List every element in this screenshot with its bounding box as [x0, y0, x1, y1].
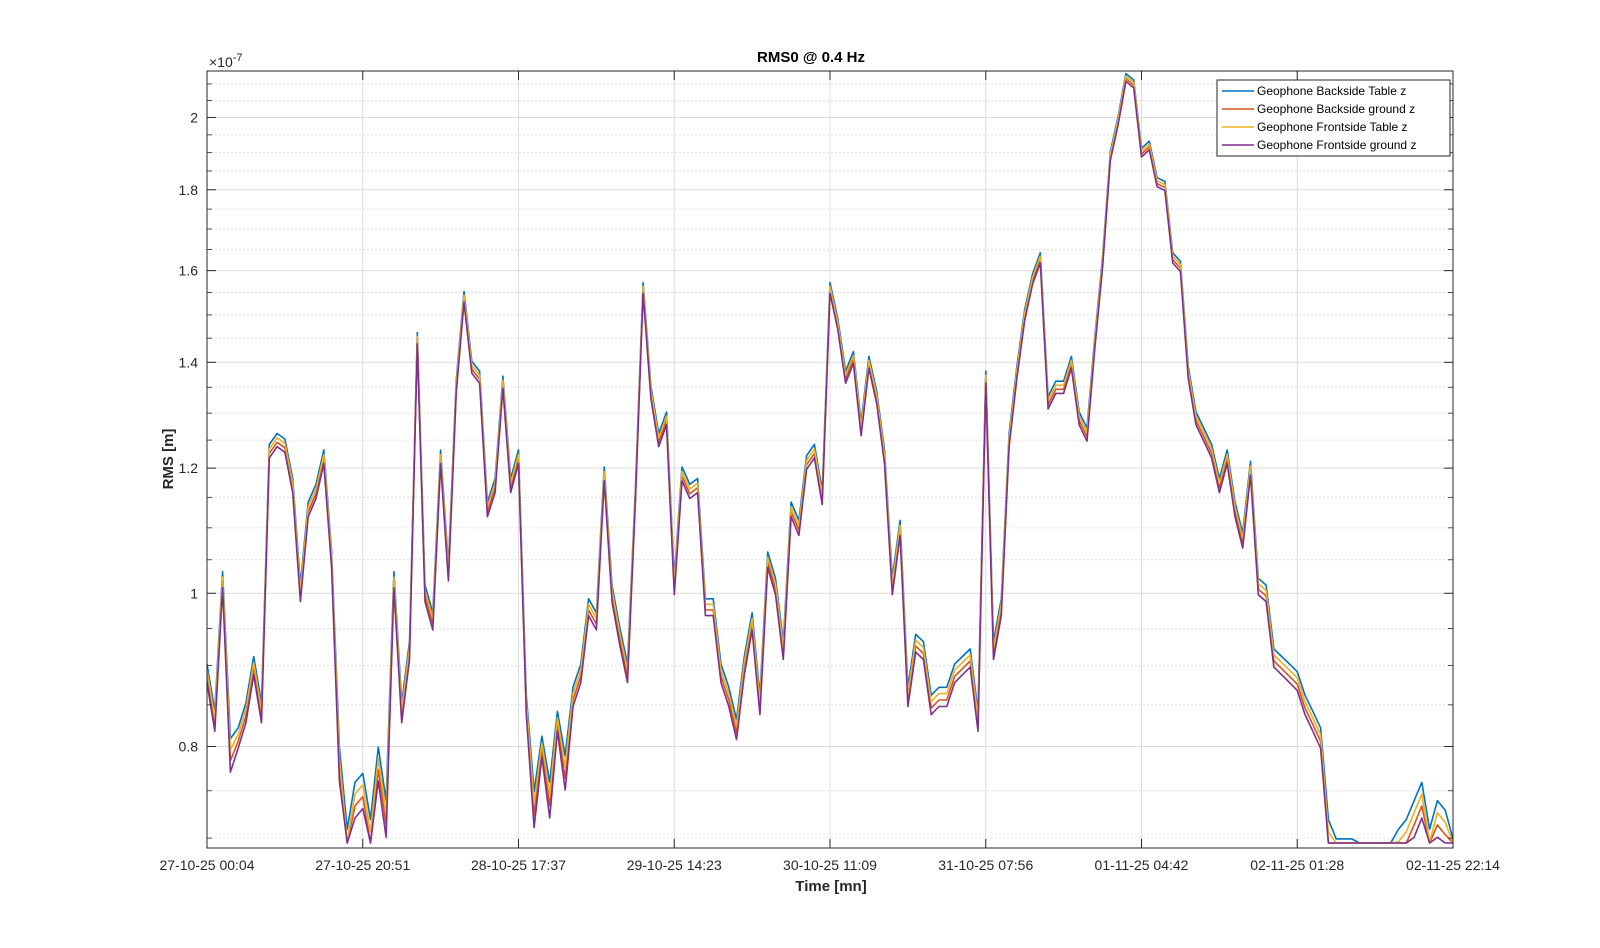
- x-tick-label: 29-10-25 14:23: [627, 857, 722, 873]
- series-line-4: [206, 80, 1453, 844]
- legend: Geophone Backside Table z Geophone Backs…: [1216, 79, 1451, 157]
- chart-title: RMS0 @ 0.4 Hz: [757, 49, 865, 66]
- x-tick-label: 01-11-25 04:42: [1095, 857, 1189, 873]
- legend-box: [1216, 79, 1451, 157]
- y-tick-label: 2: [190, 109, 198, 125]
- tick-marks: [206, 71, 1454, 848]
- x-tick-label: 27-10-25 00:04: [160, 857, 255, 873]
- legend-entry: Geophone Frontside ground z: [1222, 138, 1416, 152]
- y-tick-label: 1.6: [179, 263, 199, 279]
- x-tick-label: 30-10-25 11:09: [783, 857, 877, 873]
- y-tick-label: 1.8: [179, 182, 199, 198]
- y-axis-title: RMS [m]: [160, 429, 177, 490]
- series-layer: [206, 72, 1454, 844]
- legend-entry: Geophone Backside Table z: [1222, 84, 1406, 98]
- y-tick-labels: 0.8 1 1.2 1.4 1.6 1.8 2: [179, 109, 199, 754]
- y-tick-label: 1.2: [179, 460, 199, 476]
- x-tick-label: 27-10-25 20:51: [315, 857, 410, 873]
- legend-label: Geophone Backside ground z: [1257, 102, 1415, 116]
- x-tick-label: 31-10-25 07:56: [938, 857, 1033, 873]
- x-tick-labels: 27-10-25 00:04 27-10-25 20:51 28-10-25 17:…: [160, 857, 1501, 873]
- legend-entry: Geophone Frontside Table z: [1222, 120, 1408, 134]
- y-tick-label: 0.8: [179, 738, 199, 754]
- legend-label: Geophone Backside Table z: [1257, 84, 1406, 98]
- y-tick-label: 1.4: [179, 354, 199, 370]
- x-axis-title: Time [mn]: [795, 878, 866, 895]
- legend-label: Geophone Frontside ground z: [1257, 138, 1416, 152]
- y-exponent-base: ×10: [209, 54, 233, 70]
- x-tick-label: 02-11-25 22:14: [1406, 857, 1500, 873]
- y-exponent-label: ×10-7: [209, 52, 243, 70]
- legend-entry: Geophone Backside ground z: [1222, 102, 1415, 116]
- x-tick-label: 02-11-25 01:28: [1250, 857, 1344, 873]
- legend-label: Geophone Frontside Table z: [1257, 120, 1408, 134]
- x-tick-label: 28-10-25 17:37: [471, 857, 566, 873]
- y-exponent-power: -7: [233, 52, 243, 64]
- y-tick-label: 1: [190, 585, 198, 601]
